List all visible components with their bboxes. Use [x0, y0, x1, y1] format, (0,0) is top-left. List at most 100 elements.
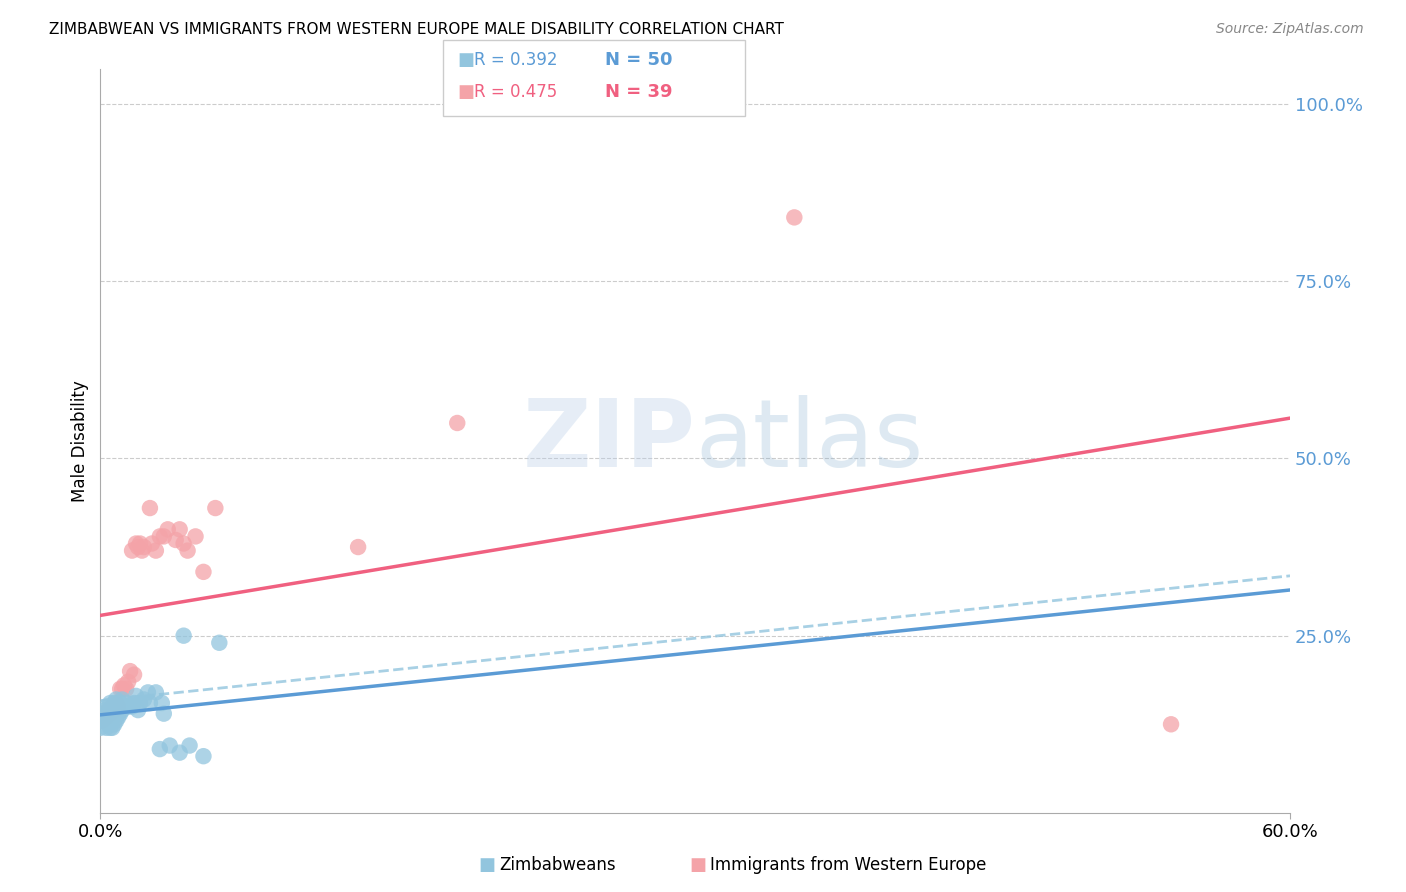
Point — [121, 699, 143, 714]
Point — [127, 540, 149, 554]
Point — [89, 721, 111, 735]
Point — [122, 696, 145, 710]
Point — [139, 696, 162, 710]
Point — [108, 696, 131, 710]
Point — [112, 699, 135, 714]
Point — [129, 696, 152, 710]
Point — [165, 533, 187, 547]
Text: ZIP: ZIP — [522, 395, 695, 487]
Text: R = 0.392: R = 0.392 — [474, 51, 557, 69]
Point — [101, 721, 124, 735]
Point — [93, 714, 115, 728]
Point — [93, 706, 115, 721]
Point — [169, 522, 191, 536]
Point — [117, 699, 139, 714]
Point — [107, 710, 129, 724]
Text: ■: ■ — [457, 83, 474, 101]
Point — [97, 717, 120, 731]
Point — [127, 703, 149, 717]
Point — [103, 703, 125, 717]
Point — [91, 706, 114, 721]
Point — [122, 667, 145, 681]
Point — [117, 674, 139, 689]
Point — [97, 703, 120, 717]
Text: ■: ■ — [689, 856, 706, 874]
Point — [149, 529, 172, 543]
Point — [173, 629, 195, 643]
Text: Source: ZipAtlas.com: Source: ZipAtlas.com — [1216, 22, 1364, 37]
Text: R = 0.475: R = 0.475 — [474, 83, 557, 101]
Point — [98, 714, 121, 728]
Point — [184, 529, 207, 543]
Point — [103, 717, 125, 731]
Text: ■: ■ — [457, 51, 474, 69]
Text: N = 39: N = 39 — [605, 83, 672, 101]
Point — [105, 692, 128, 706]
Point — [96, 699, 118, 714]
Point — [179, 739, 201, 753]
Point — [139, 501, 162, 516]
Point — [111, 692, 134, 706]
Point — [159, 739, 181, 753]
Point — [101, 699, 124, 714]
Point — [96, 721, 118, 735]
Point — [169, 746, 191, 760]
Point — [145, 543, 167, 558]
Point — [125, 536, 148, 550]
Point — [115, 696, 138, 710]
Point — [193, 565, 215, 579]
Text: atlas: atlas — [695, 395, 924, 487]
Point — [783, 211, 806, 225]
Text: ■: ■ — [478, 856, 495, 874]
Point — [446, 416, 468, 430]
Text: Zimbabweans: Zimbabweans — [499, 856, 616, 874]
Point — [150, 696, 173, 710]
Point — [120, 664, 142, 678]
Text: N = 50: N = 50 — [605, 51, 672, 69]
Point — [111, 681, 134, 696]
Point — [97, 706, 120, 721]
Point — [98, 696, 121, 710]
Point — [176, 543, 198, 558]
Y-axis label: Male Disability: Male Disability — [72, 380, 89, 501]
Point — [98, 721, 121, 735]
Point — [108, 681, 131, 696]
Point — [1160, 717, 1182, 731]
Point — [156, 522, 179, 536]
Point — [141, 536, 163, 550]
Point — [111, 703, 134, 717]
Point — [125, 689, 148, 703]
Text: Immigrants from Western Europe: Immigrants from Western Europe — [710, 856, 987, 874]
Point — [121, 543, 143, 558]
Point — [132, 540, 155, 554]
Point — [96, 710, 118, 724]
Point — [347, 540, 370, 554]
Point — [145, 685, 167, 699]
Point — [91, 714, 114, 728]
Point — [105, 703, 128, 717]
Point — [98, 703, 121, 717]
Point — [115, 681, 138, 696]
Point — [153, 529, 176, 543]
Point — [96, 710, 118, 724]
Point — [153, 706, 176, 721]
Point — [208, 636, 231, 650]
Text: ZIMBABWEAN VS IMMIGRANTS FROM WESTERN EUROPE MALE DISABILITY CORRELATION CHART: ZIMBABWEAN VS IMMIGRANTS FROM WESTERN EU… — [49, 22, 785, 37]
Point — [112, 678, 135, 692]
Point — [131, 543, 153, 558]
Point — [136, 685, 159, 699]
Point — [132, 692, 155, 706]
Point — [103, 696, 125, 710]
Point — [105, 696, 128, 710]
Point — [91, 714, 114, 728]
Point — [101, 699, 124, 714]
Point — [103, 706, 125, 721]
Point — [107, 699, 129, 714]
Point — [204, 501, 226, 516]
Point — [108, 706, 131, 721]
Point — [149, 742, 172, 756]
Point — [193, 749, 215, 764]
Point — [93, 703, 115, 717]
Point — [98, 706, 121, 721]
Point — [173, 536, 195, 550]
